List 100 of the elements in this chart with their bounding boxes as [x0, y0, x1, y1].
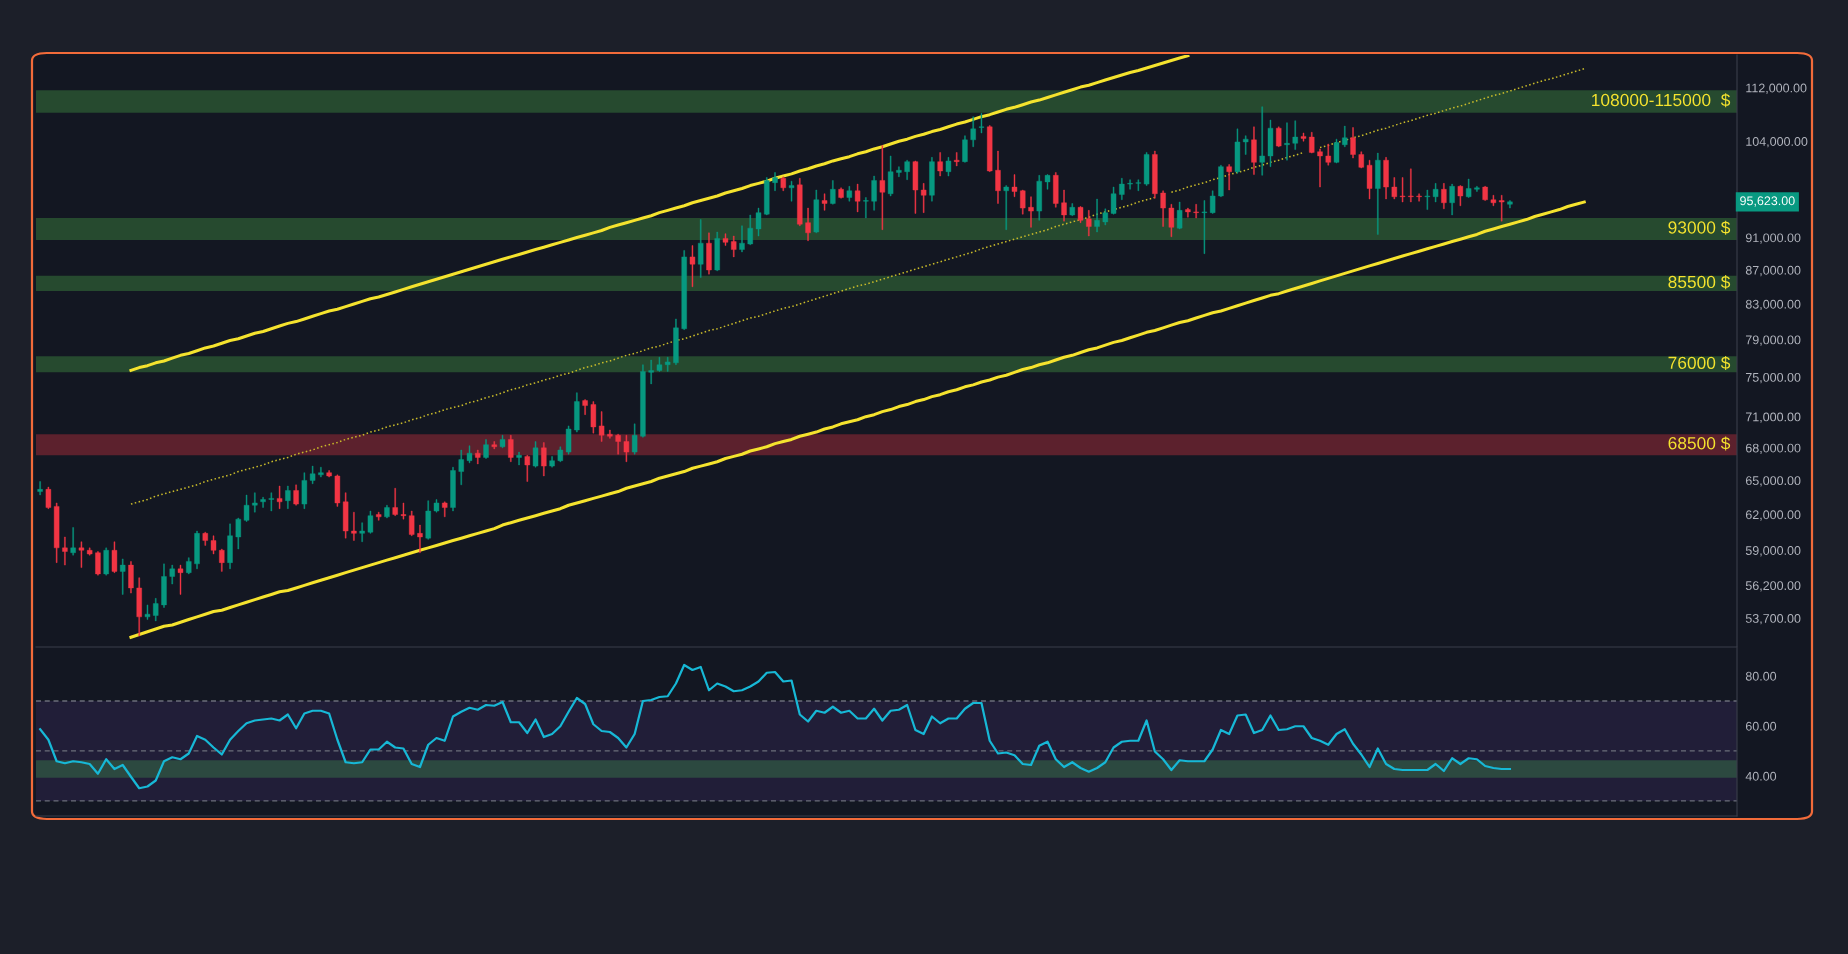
candlestick [1284, 122, 1290, 161]
text: 95,623.00 [1740, 196, 1795, 207]
y-tick-label: 75,000.00 [1745, 372, 1801, 384]
candlestick [780, 176, 786, 191]
candlestick [45, 486, 52, 509]
candlestick [863, 197, 869, 219]
candlestick [1226, 164, 1232, 191]
candlestick [1432, 183, 1439, 203]
candlestick [797, 178, 803, 226]
candlestick [1474, 186, 1480, 192]
candlestick [656, 356, 663, 372]
y-tick-label: 60.00 [1745, 721, 1777, 731]
candlestick [78, 541, 85, 568]
band-label: 76000 $ [1668, 355, 1731, 370]
candlestick [1317, 148, 1323, 188]
candlestick [1036, 175, 1042, 221]
candlestick [1490, 195, 1497, 206]
candlestick [549, 456, 555, 468]
candlestick [1176, 201, 1183, 230]
candlestick [1366, 160, 1373, 200]
candlestick [813, 189, 819, 234]
candlestick [1243, 135, 1249, 155]
candlestick [1135, 179, 1142, 191]
candlestick [210, 535, 217, 555]
candlestick [417, 524, 423, 553]
candlestick [821, 193, 828, 211]
candlestick [1375, 152, 1381, 235]
candlestick [1457, 185, 1464, 206]
candlestick [524, 455, 530, 482]
y-tick-label: 87,000.00 [1745, 265, 1801, 277]
y-tick-label: 53,700.00 [1745, 614, 1801, 625]
candlestick [1102, 208, 1109, 226]
candlestick [954, 152, 960, 167]
candlestick [747, 214, 753, 245]
band-label: 68500 $ [1668, 436, 1731, 451]
candlestick [161, 563, 167, 608]
candlestick [805, 207, 811, 241]
candlestick [532, 441, 539, 468]
candlestick [1251, 126, 1257, 175]
candlestick [1358, 151, 1364, 169]
candlestick [153, 598, 159, 622]
candlestick [1061, 189, 1067, 222]
candlestick [1218, 165, 1224, 197]
candlestick [62, 536, 68, 566]
candlestick [1011, 174, 1018, 197]
candlestick [1086, 210, 1092, 237]
candlestick [1119, 178, 1125, 200]
y-tick-label: 56,200.00 [1745, 581, 1801, 592]
candlestick [252, 492, 258, 513]
candlestick [219, 548, 225, 572]
candlestick [169, 564, 175, 585]
band-label: 85500 $ [1668, 275, 1731, 290]
candlestick [920, 183, 927, 213]
candlestick [764, 177, 770, 216]
candlestick [483, 439, 489, 459]
candlestick [37, 481, 43, 496]
candlestick [177, 564, 184, 595]
candlestick [689, 245, 696, 288]
candlestick [53, 502, 60, 563]
candlestick [706, 232, 712, 275]
candlestick [1507, 200, 1513, 209]
candlestick [1383, 157, 1389, 200]
candlestick [491, 441, 497, 450]
candlestick [1069, 203, 1075, 216]
candlestick [128, 561, 134, 594]
candlestick [1391, 177, 1398, 200]
candlestick [854, 183, 861, 213]
candlestick [640, 364, 646, 438]
candlestick [1044, 174, 1051, 190]
candlestick [590, 401, 597, 434]
candlestick [285, 485, 291, 509]
candlestick [830, 180, 836, 205]
y-tick-label: 71,000.00 [1745, 412, 1801, 423]
candlestick [1003, 185, 1009, 230]
candlestick [450, 466, 456, 512]
candlestick [1482, 186, 1488, 201]
candlestick [1152, 150, 1158, 199]
candlestick [623, 435, 630, 462]
candlestick [367, 510, 374, 534]
y-tick-label: 68,000.00 [1745, 443, 1801, 454]
candlestick [103, 547, 109, 576]
candlestick [227, 523, 233, 570]
candlestick [442, 501, 448, 518]
candlestick [1143, 152, 1150, 186]
y-tick-label: 40.00 [1745, 771, 1777, 781]
candlestick [1110, 186, 1117, 215]
candlestick [615, 433, 621, 455]
candlestick [235, 517, 241, 550]
candlestick [565, 425, 572, 455]
candlestick [714, 231, 720, 272]
line-series [129, 55, 1190, 372]
candlestick [136, 577, 142, 637]
candlestick [186, 557, 192, 575]
candlestick [499, 435, 506, 449]
candlestick [912, 160, 919, 214]
candlestick [557, 446, 564, 462]
candlestick [301, 472, 308, 509]
y-tick-label: 80.00 [1745, 671, 1777, 681]
candlestick [1300, 132, 1307, 142]
candlestick [1160, 190, 1166, 227]
